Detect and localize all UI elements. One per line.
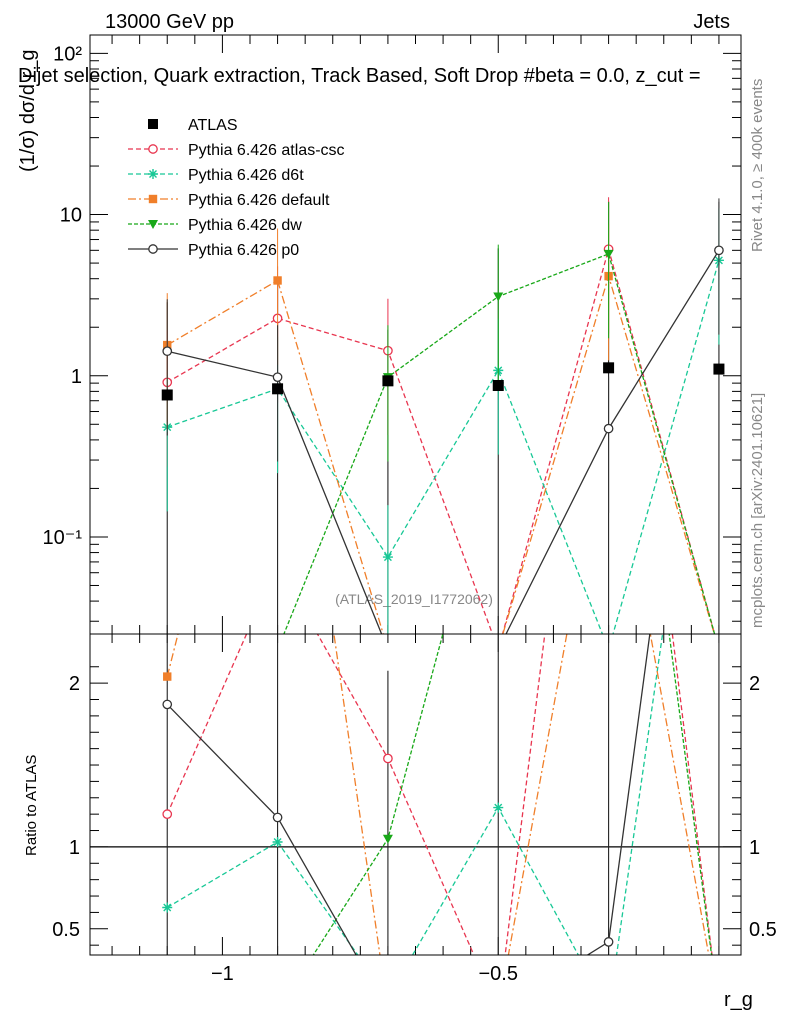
ratio-series-point	[272, 836, 283, 847]
series-3	[283, 201, 716, 634]
atlas-data-point	[272, 383, 284, 395]
legend-label: Pythia 6.426 dw	[188, 217, 302, 234]
ratio-series-line	[166, 634, 651, 955]
series-line	[167, 249, 720, 634]
series-point	[714, 245, 724, 256]
legend-label: Pythia 6.426 p0	[188, 242, 299, 259]
series-line	[283, 253, 716, 634]
series-point	[382, 552, 393, 563]
series-point	[162, 346, 173, 357]
ratio-series-point	[493, 802, 504, 813]
legend: ATLAS Pythia 6.426 atlas-csc Pythia 6.426 …	[128, 117, 345, 259]
ratio-axis-ticks: −1 −0.5 0.5 0.5 1 1 2 2	[52, 634, 777, 985]
x-tick-label: −0.5	[479, 963, 518, 985]
ratio-series-point	[714, 1007, 724, 1016]
legend-marker	[148, 144, 158, 154]
ratio-series-point	[604, 171, 614, 180]
ratio-series-point	[382, 834, 393, 844]
ratio-series-point	[603, 937, 614, 947]
series-0	[162, 197, 716, 634]
ratio-series-point	[715, 114, 723, 122]
atlas-data-point	[161, 389, 173, 401]
y-tick-label: 10²	[53, 43, 82, 65]
legend-label: Pythia 6.426 d6t	[188, 167, 304, 184]
ratio-tick-label: 1	[69, 837, 80, 859]
x-axis-title: r_g	[724, 989, 753, 1011]
legend-marker	[148, 220, 158, 229]
atlas-data-point	[492, 380, 504, 392]
legend-label: Pythia 6.426 default	[188, 192, 330, 209]
ratio-series-point	[383, 753, 393, 764]
analysis-label: (ATLAS_2019_I1772062)	[335, 591, 493, 607]
ratio-series-2	[163, 634, 723, 1014]
ratio-series-point	[272, 812, 283, 823]
legend-marker	[148, 244, 158, 254]
legend-label: ATLAS	[188, 117, 238, 134]
ratio-series-point	[162, 1007, 172, 1016]
ratio-series-point	[494, 1006, 502, 1014]
ratio-series-point	[273, 1007, 283, 1016]
ratio-series-3	[162, 171, 724, 1016]
ratio-plot-area	[90, 114, 741, 1016]
ratio-frame	[89, 633, 742, 956]
legend-marker	[148, 169, 158, 179]
plot-title: Dijet selection, Quark extraction, Track…	[18, 65, 701, 87]
y-tick-label: 10⁻¹	[43, 527, 83, 549]
legend-label: Pythia 6.426 atlas-csc	[188, 142, 345, 159]
ratio-series-0	[162, 114, 723, 1014]
series-point	[603, 249, 614, 259]
ratio-series-line	[166, 634, 664, 955]
series-point	[272, 372, 283, 383]
rivet-label: Rivet 4.1.0, ≥ 400k events	[749, 79, 766, 252]
ratio-series-point	[494, 1006, 502, 1014]
ratio-series-point	[494, 1006, 502, 1014]
main-plot-area	[161, 197, 725, 653]
series-line	[166, 273, 715, 634]
y-axis-title: (1/σ) dσ/d r_g	[17, 49, 39, 172]
legend-marker-atlas	[148, 119, 158, 129]
ratio-series-line	[166, 634, 713, 955]
series-point	[273, 276, 282, 285]
ratio-series-point	[383, 992, 393, 1002]
atlas-data-point	[603, 362, 615, 374]
ratio-tick-label-right: 1	[749, 837, 760, 859]
ratio-series-point	[384, 1006, 392, 1014]
ratio-series-point	[604, 114, 612, 122]
ratio-tick-label: 0.5	[52, 919, 80, 941]
ratio-series-point	[162, 809, 173, 820]
category-label: Jets	[693, 11, 730, 33]
ratio-series-point	[163, 672, 172, 681]
series-line	[166, 246, 716, 634]
ratio-tick-label-right: 0.5	[749, 919, 777, 941]
ratio-series-point	[715, 1006, 723, 1014]
mcplots-label: mcplots.cern.ch [arXiv:2401.10621]	[749, 393, 766, 628]
atlas-data-point	[382, 375, 394, 387]
ratio-series-point	[384, 1006, 392, 1014]
series-point	[384, 645, 392, 653]
energy-label: 13000 GeV pp	[105, 11, 234, 33]
ratio-series-point	[604, 1006, 614, 1016]
ratio-axis-title: Ratio to ATLAS	[23, 755, 40, 856]
series-4	[162, 198, 724, 653]
series-point	[384, 645, 392, 653]
series-point	[493, 292, 504, 302]
series-1	[162, 208, 724, 634]
ratio-series-1	[162, 634, 664, 1016]
y-tick-label: 1	[71, 366, 82, 388]
ratio-series-point	[715, 1006, 723, 1014]
ratio-tick-label-right: 2	[749, 673, 760, 695]
x-tick-label: −1	[211, 963, 234, 985]
ratio-series-point	[162, 902, 173, 913]
series-2	[163, 224, 715, 653]
main-axis-ticks: 10⁻¹ 1 10 10²	[43, 35, 741, 634]
ratio-series-4	[162, 114, 723, 1014]
ratio-tick-label: 2	[69, 673, 80, 695]
series-point	[603, 423, 614, 434]
ratio-series-point	[162, 699, 173, 710]
legend-marker	[148, 194, 158, 204]
series-line	[167, 260, 720, 634]
y-tick-label: 10	[60, 205, 82, 227]
atlas-data-point	[713, 363, 725, 375]
